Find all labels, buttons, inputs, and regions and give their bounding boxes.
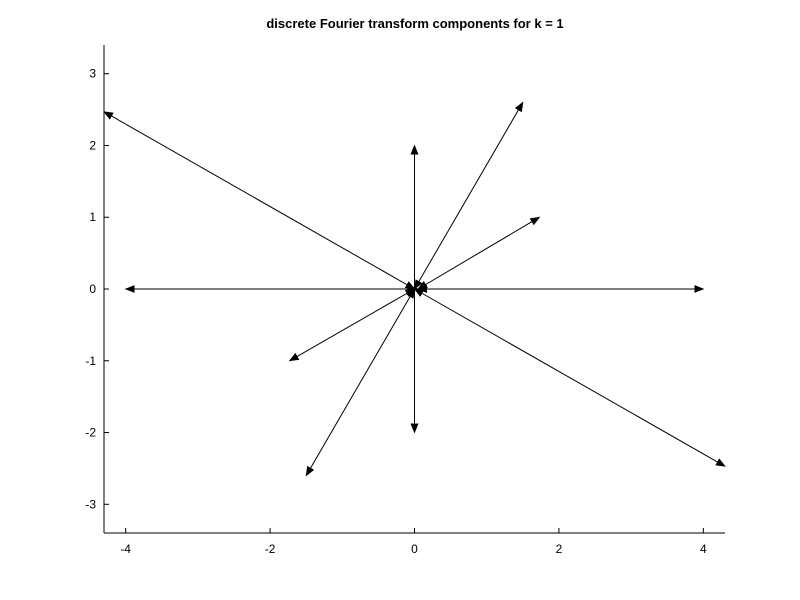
y-tick-label: -1 (85, 354, 96, 368)
vector-arrow (288, 288, 416, 362)
vector-arrow (417, 216, 541, 290)
y-tick-label: 3 (89, 67, 96, 81)
y-tick-label: 2 (89, 138, 96, 152)
chart-title: discrete Fourier transform components fo… (266, 16, 563, 31)
x-tick-label: 0 (411, 542, 418, 556)
vector-arrow (413, 288, 726, 467)
y-tick-label: 1 (89, 210, 96, 224)
vector-arrow (413, 101, 524, 290)
x-tick-label: 4 (700, 542, 707, 556)
x-tick-label: -4 (120, 542, 131, 556)
vectors (103, 101, 726, 477)
vector-arrow (305, 288, 416, 477)
x-tick-label: 2 (556, 542, 563, 556)
vector-arrow (103, 111, 416, 290)
axes: -4 -2 0 2 4 -3 -2 -1 0 1 2 3 (85, 45, 725, 556)
y-tick-label: -3 (85, 497, 96, 511)
y-tick-label: 0 (89, 282, 96, 296)
y-tick-label: -2 (85, 426, 96, 440)
x-tick-label: -2 (265, 542, 276, 556)
